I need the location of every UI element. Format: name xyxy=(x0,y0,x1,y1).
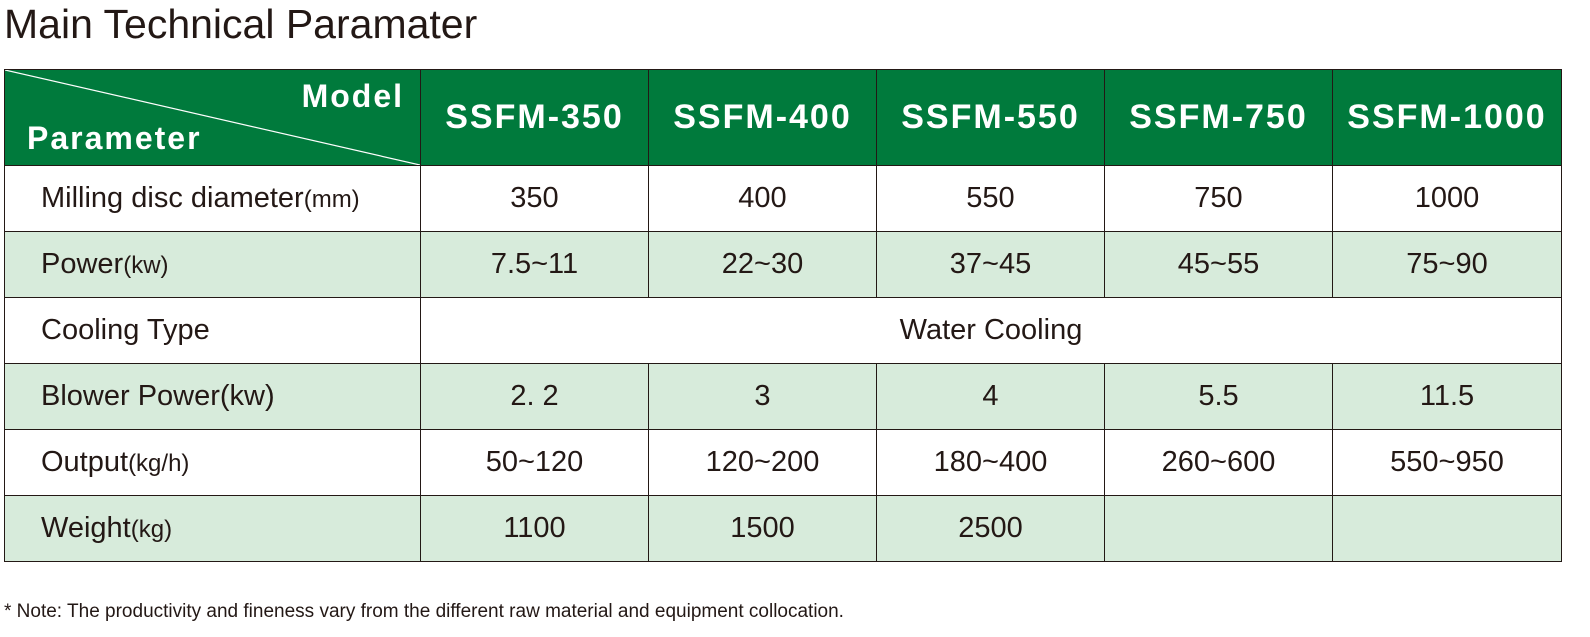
merged-cell: Water Cooling xyxy=(420,297,1562,364)
row-label-text: Blower Power(kw) xyxy=(41,380,275,412)
table-cell: 180~400 xyxy=(876,429,1105,496)
model-header: SSFM-350 xyxy=(420,69,649,166)
table-row: Output(kg/h) 50~120 120~200 180~400 260~… xyxy=(4,429,1562,496)
table-cell: 400 xyxy=(648,165,877,232)
table-cell: 1500 xyxy=(648,495,877,562)
diagonal-divider xyxy=(5,70,420,165)
table-row: Cooling Type Water Cooling xyxy=(4,297,1562,364)
table-cell: 3 xyxy=(648,363,877,430)
page-title: Main Technical Paramater xyxy=(4,1,478,47)
table-cell: 550~950 xyxy=(1332,429,1562,496)
table-row: Weight(kg) 1100 1500 2500 xyxy=(4,495,1562,562)
table-cell: 1100 xyxy=(420,495,649,562)
row-label: Milling disc diameter(mm) xyxy=(4,165,421,232)
row-label-text: Power xyxy=(41,248,124,280)
technical-parameter-table: Model Parameter SSFM-350 SSFM-400 SSFM-5… xyxy=(4,69,1562,562)
model-header: SSFM-1000 xyxy=(1332,69,1562,166)
footnote: * Note: The productivity and fineness va… xyxy=(4,601,844,622)
row-label-unit: (mm) xyxy=(303,186,360,213)
model-header: SSFM-550 xyxy=(876,69,1105,166)
row-label-unit: (kw) xyxy=(123,252,169,279)
table-cell: 350 xyxy=(420,165,649,232)
table-cell: 4 xyxy=(876,363,1105,430)
table-row: Power(kw) 7.5~11 22~30 37~45 45~55 75~90 xyxy=(4,231,1562,298)
table-row: Milling disc diameter(mm) 350 400 550 75… xyxy=(4,165,1562,232)
table-cell: 75~90 xyxy=(1332,231,1562,298)
corner-header-cell: Model Parameter xyxy=(4,69,421,166)
table-cell: 2500 xyxy=(876,495,1105,562)
table-cell: 550 xyxy=(876,165,1105,232)
table-cell xyxy=(1332,495,1562,562)
table-cell: 260~600 xyxy=(1104,429,1333,496)
table-cell: 22~30 xyxy=(648,231,877,298)
table-cell: 750 xyxy=(1104,165,1333,232)
table-cell: 37~45 xyxy=(876,231,1105,298)
model-header: SSFM-400 xyxy=(648,69,877,166)
table-cell: 1000 xyxy=(1332,165,1562,232)
row-label-text: Output xyxy=(41,446,129,478)
table-row: Blower Power(kw) 2. 2 3 4 5.5 11.5 xyxy=(4,363,1562,430)
row-label-text: Cooling Type xyxy=(41,314,210,346)
row-label: Power(kw) xyxy=(4,231,421,298)
row-label-text: Milling disc diameter xyxy=(41,182,304,214)
row-label-unit: (kg/h) xyxy=(128,450,190,477)
table-cell: 45~55 xyxy=(1104,231,1333,298)
row-label: Blower Power(kw) xyxy=(4,363,421,430)
row-label: Output(kg/h) xyxy=(4,429,421,496)
table-cell: 5.5 xyxy=(1104,363,1333,430)
table-cell: 7.5~11 xyxy=(420,231,649,298)
corner-parameter-label: Parameter xyxy=(27,120,202,156)
table-cell: 2. 2 xyxy=(420,363,649,430)
row-label-unit: (kg) xyxy=(130,516,173,543)
table-cell: 50~120 xyxy=(420,429,649,496)
row-label: Weight(kg) xyxy=(4,495,421,562)
row-label: Cooling Type xyxy=(4,297,421,364)
table-cell: 120~200 xyxy=(648,429,877,496)
corner-model-label: Model xyxy=(301,78,404,114)
table-cell: 11.5 xyxy=(1332,363,1562,430)
table-cell xyxy=(1104,495,1333,562)
model-header: SSFM-750 xyxy=(1104,69,1333,166)
row-label-text: Weight xyxy=(41,512,131,544)
table-header-row: Model Parameter SSFM-350 SSFM-400 SSFM-5… xyxy=(4,69,1562,166)
